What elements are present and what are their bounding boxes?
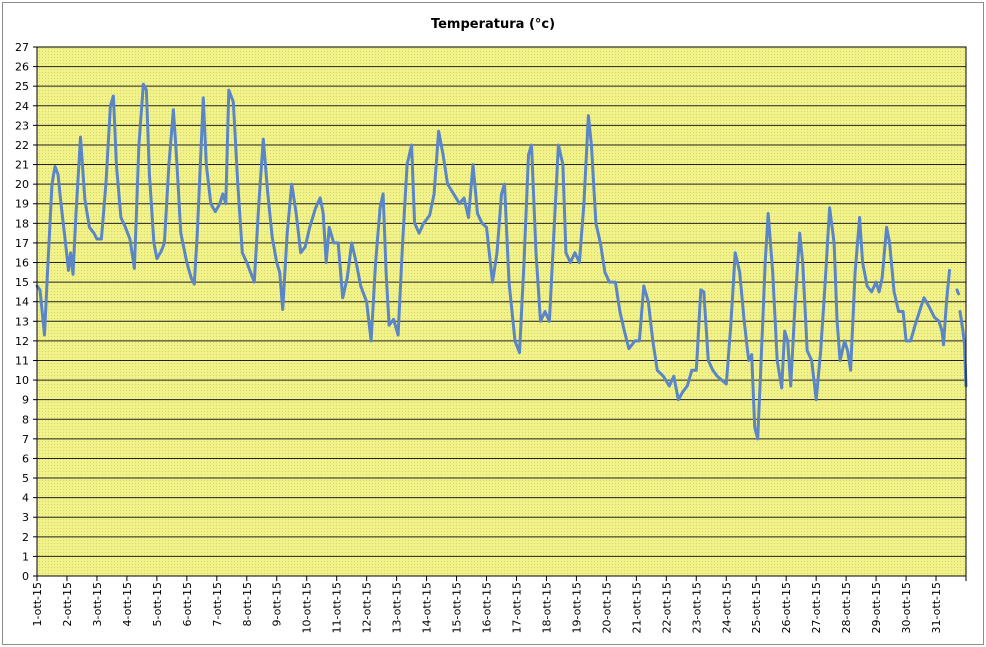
y-tick-label-13: 13: [15, 315, 29, 328]
x-tick-label-17: 17-ott-15: [510, 582, 523, 634]
temperature-series-line-2: [955, 288, 960, 296]
plot-border: [36, 46, 967, 577]
x-tick-label-10: 10-ott-15: [301, 582, 314, 634]
x-axis-ticks: 1-ott-15 2-ott-15 3-ott-15 4-ott-15 5-ott-15…: [31, 576, 967, 634]
y-tick-label-14: 14: [15, 296, 29, 309]
y-tick-label-11: 11: [15, 354, 29, 367]
x-tick-label-12: 12-ott-15: [361, 582, 374, 634]
y-tick-label-22: 22: [15, 139, 29, 152]
y-tick-label-23: 23: [15, 119, 29, 132]
y-tick-label-1: 1: [22, 550, 29, 563]
y-tick-label-26: 26: [15, 61, 29, 74]
y-tick-label-12: 12: [15, 335, 29, 348]
y-tick-label-9: 9: [22, 394, 29, 407]
x-tick-label-29: 29-ott-15: [870, 582, 883, 634]
x-tick-label-31: 31-ott-15: [930, 582, 943, 634]
y-tick-label-24: 24: [15, 100, 29, 113]
series-group: [35, 82, 968, 441]
y-tick-label-21: 21: [15, 159, 29, 172]
x-tick-label-16: 16-ott-15: [481, 582, 494, 634]
x-tick-label-15: 15-ott-15: [451, 582, 464, 634]
y-tick-label-3: 3: [22, 511, 29, 524]
y-tick-label-25: 25: [15, 80, 29, 93]
plot-area: [37, 47, 966, 576]
x-tick-label-1: 1-ott-15: [31, 582, 44, 627]
x-tick-label-18: 18-ott-15: [540, 582, 553, 634]
x-tick-label-20: 20-ott-15: [600, 582, 613, 634]
temperature-series-line-1: [35, 82, 951, 441]
x-tick-label-2: 2-ott-15: [61, 582, 74, 627]
y-tick-label-17: 17: [15, 237, 29, 250]
y-tick-label-2: 2: [22, 531, 29, 544]
x-tick-label-14: 14-ott-15: [421, 582, 434, 634]
x-tick-label-5: 5-ott-15: [151, 582, 164, 627]
y-tick-label-15: 15: [15, 276, 29, 289]
y-axis-ticks: 0123456789101112131415161718192021222324…: [15, 41, 37, 583]
x-tick-label-30: 30-ott-15: [900, 582, 913, 634]
y-tick-label-18: 18: [15, 217, 29, 230]
y-tick-label-8: 8: [22, 413, 29, 426]
x-tick-label-23: 23-ott-15: [690, 582, 703, 634]
temperature-series-line-3: [958, 310, 968, 388]
x-tick-label-11: 11-ott-15: [331, 582, 344, 634]
y-tick-label-6: 6: [22, 452, 29, 465]
y-tick-label-16: 16: [15, 257, 29, 270]
chart-title: Temperatura (°c): [431, 17, 555, 32]
x-tick-label-9: 9-ott-15: [271, 582, 284, 627]
x-tick-label-13: 13-ott-15: [391, 582, 404, 634]
y-tick-label-5: 5: [22, 472, 29, 485]
y-tick-label-10: 10: [15, 374, 29, 387]
x-tick-label-7: 7-ott-15: [211, 582, 224, 627]
x-tick-label-19: 19-ott-15: [570, 582, 583, 634]
x-tick-label-25: 25-ott-15: [750, 582, 763, 634]
x-tick-label-22: 22-ott-15: [660, 582, 673, 634]
y-tick-label-4: 4: [22, 492, 29, 505]
y-tick-label-0: 0: [22, 570, 29, 583]
x-tick-label-21: 21-ott-15: [630, 582, 643, 634]
x-tick-label-24: 24-ott-15: [720, 582, 733, 634]
x-tick-label-27: 27-ott-15: [810, 582, 823, 634]
y-tick-label-27: 27: [15, 41, 29, 54]
y-tick-label-20: 20: [15, 178, 29, 191]
x-tick-label-26: 26-ott-15: [780, 582, 793, 634]
y-tick-label-19: 19: [15, 198, 29, 211]
x-tick-label-6: 6-ott-15: [181, 582, 194, 627]
y-tick-label-7: 7: [22, 433, 29, 446]
x-tick-label-8: 8-ott-15: [241, 582, 254, 627]
x-tick-label-3: 3-ott-15: [91, 582, 104, 627]
x-tick-label-28: 28-ott-15: [840, 582, 853, 634]
x-tick-label-4: 4-ott-15: [121, 582, 134, 627]
